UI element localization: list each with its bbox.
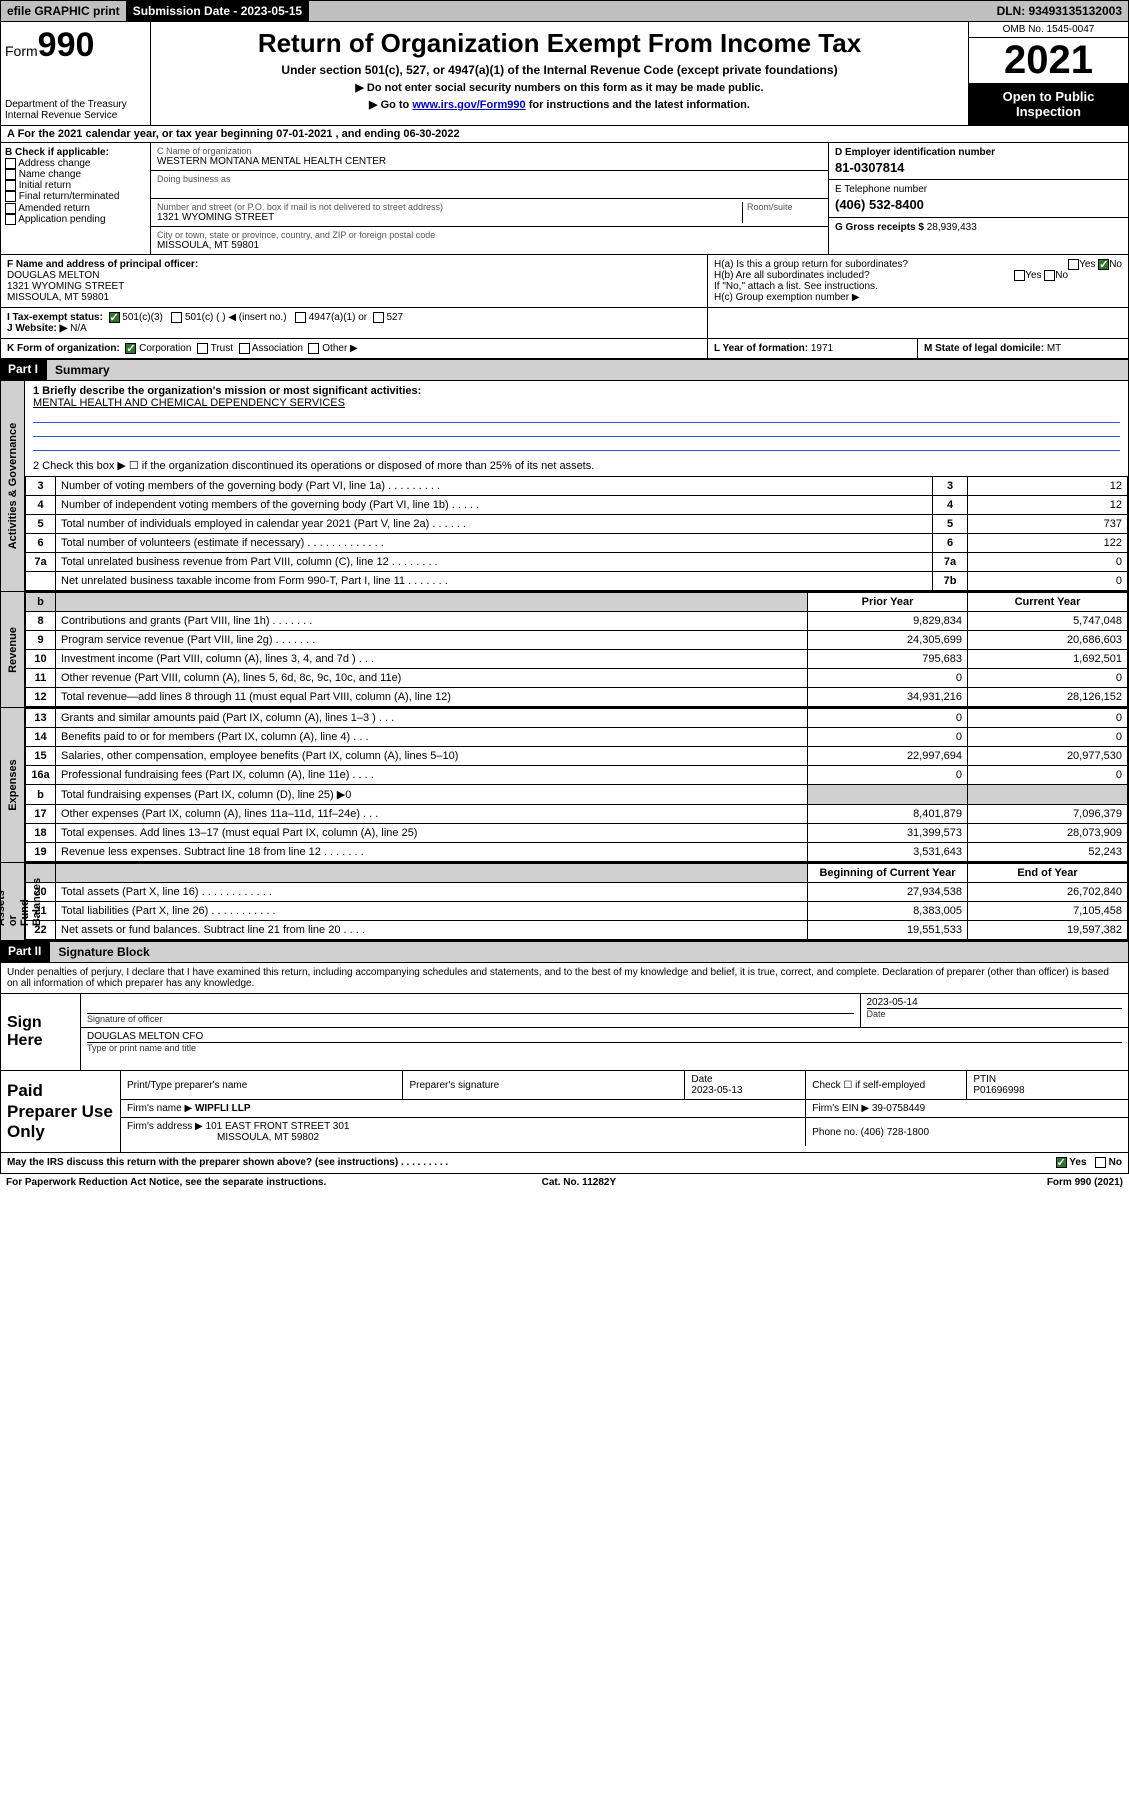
irs-link[interactable]: www.irs.gov/Form990 bbox=[412, 99, 525, 111]
sign-here-label: Sign Here bbox=[1, 994, 81, 1070]
form-title: Return of Organization Exempt From Incom… bbox=[157, 28, 962, 59]
line-m: M State of legal domicile: MT bbox=[918, 339, 1128, 358]
revenue-table: bPrior YearCurrent Year8Contributions an… bbox=[25, 592, 1128, 707]
sig-intro: Under penalties of perjury, I declare th… bbox=[0, 963, 1129, 994]
part2-header: Part II bbox=[0, 941, 49, 963]
box-e: E Telephone number (406) 532-8400 bbox=[829, 180, 1128, 217]
box-c: C Name of organization WESTERN MONTANA M… bbox=[151, 143, 828, 254]
boxb-option[interactable]: Address change bbox=[5, 158, 146, 169]
submission-date: Submission Date - 2023-05-15 bbox=[127, 1, 309, 21]
line-i: I Tax-exempt status: 501(c)(3) 501(c) ( … bbox=[1, 308, 708, 338]
org-city: MISSOULA, MT 59801 bbox=[157, 240, 822, 251]
form-header: Form990 Department of the Treasury Inter… bbox=[0, 22, 1129, 126]
subtitle-3: ▶ Go to www.irs.gov/Form990 for instruct… bbox=[157, 98, 962, 111]
ha-yes-checkbox[interactable] bbox=[1068, 259, 1079, 270]
telephone: (406) 532-8400 bbox=[835, 197, 1122, 212]
netassets-table: Beginning of Current YearEnd of Year20To… bbox=[25, 863, 1128, 940]
form-number: Form990 bbox=[5, 26, 146, 65]
part1-header: Part I bbox=[0, 359, 46, 381]
boxb-option[interactable]: Amended return bbox=[5, 203, 146, 214]
mission-block: 1 Briefly describe the organization's mi… bbox=[25, 381, 1128, 455]
subtitle-1: Under section 501(c), 527, or 4947(a)(1)… bbox=[157, 63, 962, 77]
hb-no-checkbox[interactable] bbox=[1044, 270, 1055, 281]
line-k: K Form of organization: Corporation Trus… bbox=[1, 339, 708, 358]
omb-number: OMB No. 1545-0047 bbox=[969, 22, 1128, 38]
part2-title: Signature Block bbox=[49, 941, 1129, 963]
box-b: B Check if applicable: Address change Na… bbox=[1, 143, 151, 254]
boxb-option[interactable]: Final return/terminated bbox=[5, 191, 146, 202]
page-footer: For Paperwork Reduction Act Notice, see … bbox=[0, 1174, 1129, 1191]
org-address: 1321 WYOMING STREET bbox=[157, 212, 742, 223]
discuss-yes-checkbox[interactable] bbox=[1056, 1157, 1067, 1168]
entity-block: B Check if applicable: Address change Na… bbox=[0, 142, 1129, 255]
firm-name: WIPFLI LLP bbox=[195, 1103, 251, 1114]
paid-preparer-label: Paid Preparer Use Only bbox=[1, 1071, 121, 1152]
ha-no-checkbox[interactable] bbox=[1098, 259, 1109, 270]
dln: DLN: 93493135132003 bbox=[991, 1, 1128, 21]
box-g: G Gross receipts $ 28,939,433 bbox=[829, 218, 1128, 254]
efile-label[interactable]: efile GRAPHIC print bbox=[1, 1, 127, 21]
website: N/A bbox=[70, 323, 87, 334]
officer-group-block: F Name and address of principal officer:… bbox=[0, 255, 1129, 308]
boxb-option[interactable]: Initial return bbox=[5, 180, 146, 191]
governance-table: 3Number of voting members of the governi… bbox=[25, 476, 1128, 591]
sign-here-block: Sign Here Signature of officer 2023-05-1… bbox=[0, 994, 1129, 1071]
firm-address: 101 EAST FRONT STREET 301 bbox=[206, 1121, 350, 1132]
boxb-option[interactable]: Name change bbox=[5, 169, 146, 180]
discuss-no-checkbox[interactable] bbox=[1095, 1157, 1106, 1168]
top-bar: efile GRAPHIC print Submission Date - 20… bbox=[0, 0, 1129, 22]
line-l: L Year of formation: 1971 bbox=[708, 339, 918, 358]
ptin: P01696998 bbox=[973, 1085, 1024, 1096]
box-h: H(a) Is this a group return for subordin… bbox=[708, 255, 1128, 307]
org-name: WESTERN MONTANA MENTAL HEALTH CENTER bbox=[157, 156, 822, 167]
expenses-table: 13Grants and similar amounts paid (Part … bbox=[25, 708, 1128, 862]
preparer-date: 2023-05-13 bbox=[691, 1085, 742, 1096]
gross-receipts: 28,939,433 bbox=[927, 222, 977, 233]
open-to-public: Open to Public Inspection bbox=[969, 83, 1128, 125]
corp-checkbox[interactable] bbox=[125, 343, 136, 354]
mission-text: MENTAL HEALTH AND CHEMICAL DEPENDENCY SE… bbox=[33, 397, 1120, 409]
boxb-option[interactable]: Application pending bbox=[5, 214, 146, 225]
dept-treasury: Department of the Treasury Internal Reve… bbox=[5, 99, 146, 121]
part1-title: Summary bbox=[46, 359, 1129, 381]
box-f: F Name and address of principal officer:… bbox=[1, 255, 708, 307]
vlabel-netassets: Net Assets or Fund Balances bbox=[1, 863, 25, 940]
line-2: 2 Check this box ▶ ☐ if the organization… bbox=[25, 455, 1128, 476]
vlabel-revenue: Revenue bbox=[1, 592, 25, 707]
ein: 81-0307814 bbox=[835, 160, 1122, 175]
discuss-row: May the IRS discuss this return with the… bbox=[0, 1153, 1129, 1173]
hb-yes-checkbox[interactable] bbox=[1014, 270, 1025, 281]
subtitle-2: ▶ Do not enter social security numbers o… bbox=[157, 81, 962, 94]
firm-phone: (406) 728-1800 bbox=[861, 1127, 929, 1138]
tax-period: A For the 2021 calendar year, or tax yea… bbox=[0, 126, 1129, 142]
officer-name-title: DOUGLAS MELTON CFO bbox=[87, 1031, 1122, 1042]
sig-date: 2023-05-14 bbox=[867, 997, 1123, 1008]
paid-preparer-block: Paid Preparer Use Only Print/Type prepar… bbox=[0, 1071, 1129, 1153]
tax-year: 2021 bbox=[969, 38, 1128, 83]
501c3-checkbox[interactable] bbox=[109, 312, 120, 323]
box-d: D Employer identification number 81-0307… bbox=[829, 143, 1128, 180]
vlabel-governance: Activities & Governance bbox=[1, 381, 25, 591]
vlabel-expenses: Expenses bbox=[1, 708, 25, 862]
firm-ein: 39-0758449 bbox=[872, 1103, 925, 1114]
